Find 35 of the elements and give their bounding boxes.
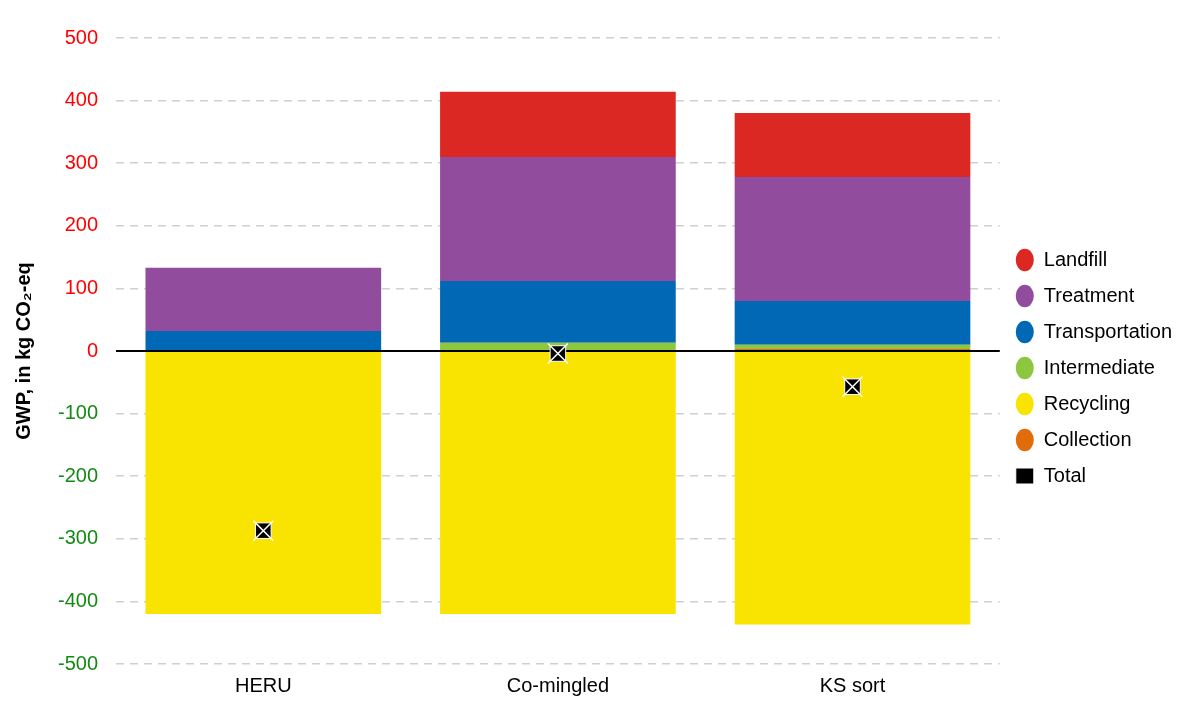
x-tick-label: HERU <box>234 673 292 696</box>
legend-label: Collection <box>1043 427 1132 450</box>
legend-label: Transportation <box>1043 319 1173 342</box>
bar <box>440 280 676 343</box>
legend-label: Recycling <box>1043 391 1131 414</box>
legend-label: Landfill <box>1043 247 1108 270</box>
bar <box>440 91 676 157</box>
legend-label: Total <box>1043 463 1087 486</box>
y-tick-label: 200 <box>64 213 99 236</box>
bar <box>440 352 676 614</box>
legend-label: Treatment <box>1043 283 1135 306</box>
y-tick-label: 500 <box>64 25 99 48</box>
bar <box>734 113 971 177</box>
bar <box>734 300 971 345</box>
y-axis-title: GWP, in kg CO₂-eq <box>11 262 34 440</box>
y-tick-label: 300 <box>64 150 99 173</box>
bar <box>440 156 676 281</box>
y-tick-label: -400 <box>58 588 99 611</box>
x-tick-label: KS sort <box>819 673 886 696</box>
y-tick-label: -200 <box>58 463 99 486</box>
x-tick-label: Co-mingled <box>506 673 610 696</box>
y-tick-label: 0 <box>86 338 99 361</box>
y-tick-label: -300 <box>58 526 99 549</box>
bar <box>734 352 971 625</box>
bar <box>734 344 971 350</box>
bar <box>734 176 971 301</box>
y-tick-label: -500 <box>58 651 99 674</box>
y-tick-label: -100 <box>58 401 99 424</box>
legend-label: Intermediate <box>1043 355 1155 378</box>
bar <box>145 330 382 350</box>
bar <box>145 267 382 331</box>
y-tick-label: 400 <box>64 88 99 111</box>
bar <box>440 342 676 350</box>
bar <box>145 352 382 614</box>
y-tick-label: 100 <box>64 275 99 298</box>
